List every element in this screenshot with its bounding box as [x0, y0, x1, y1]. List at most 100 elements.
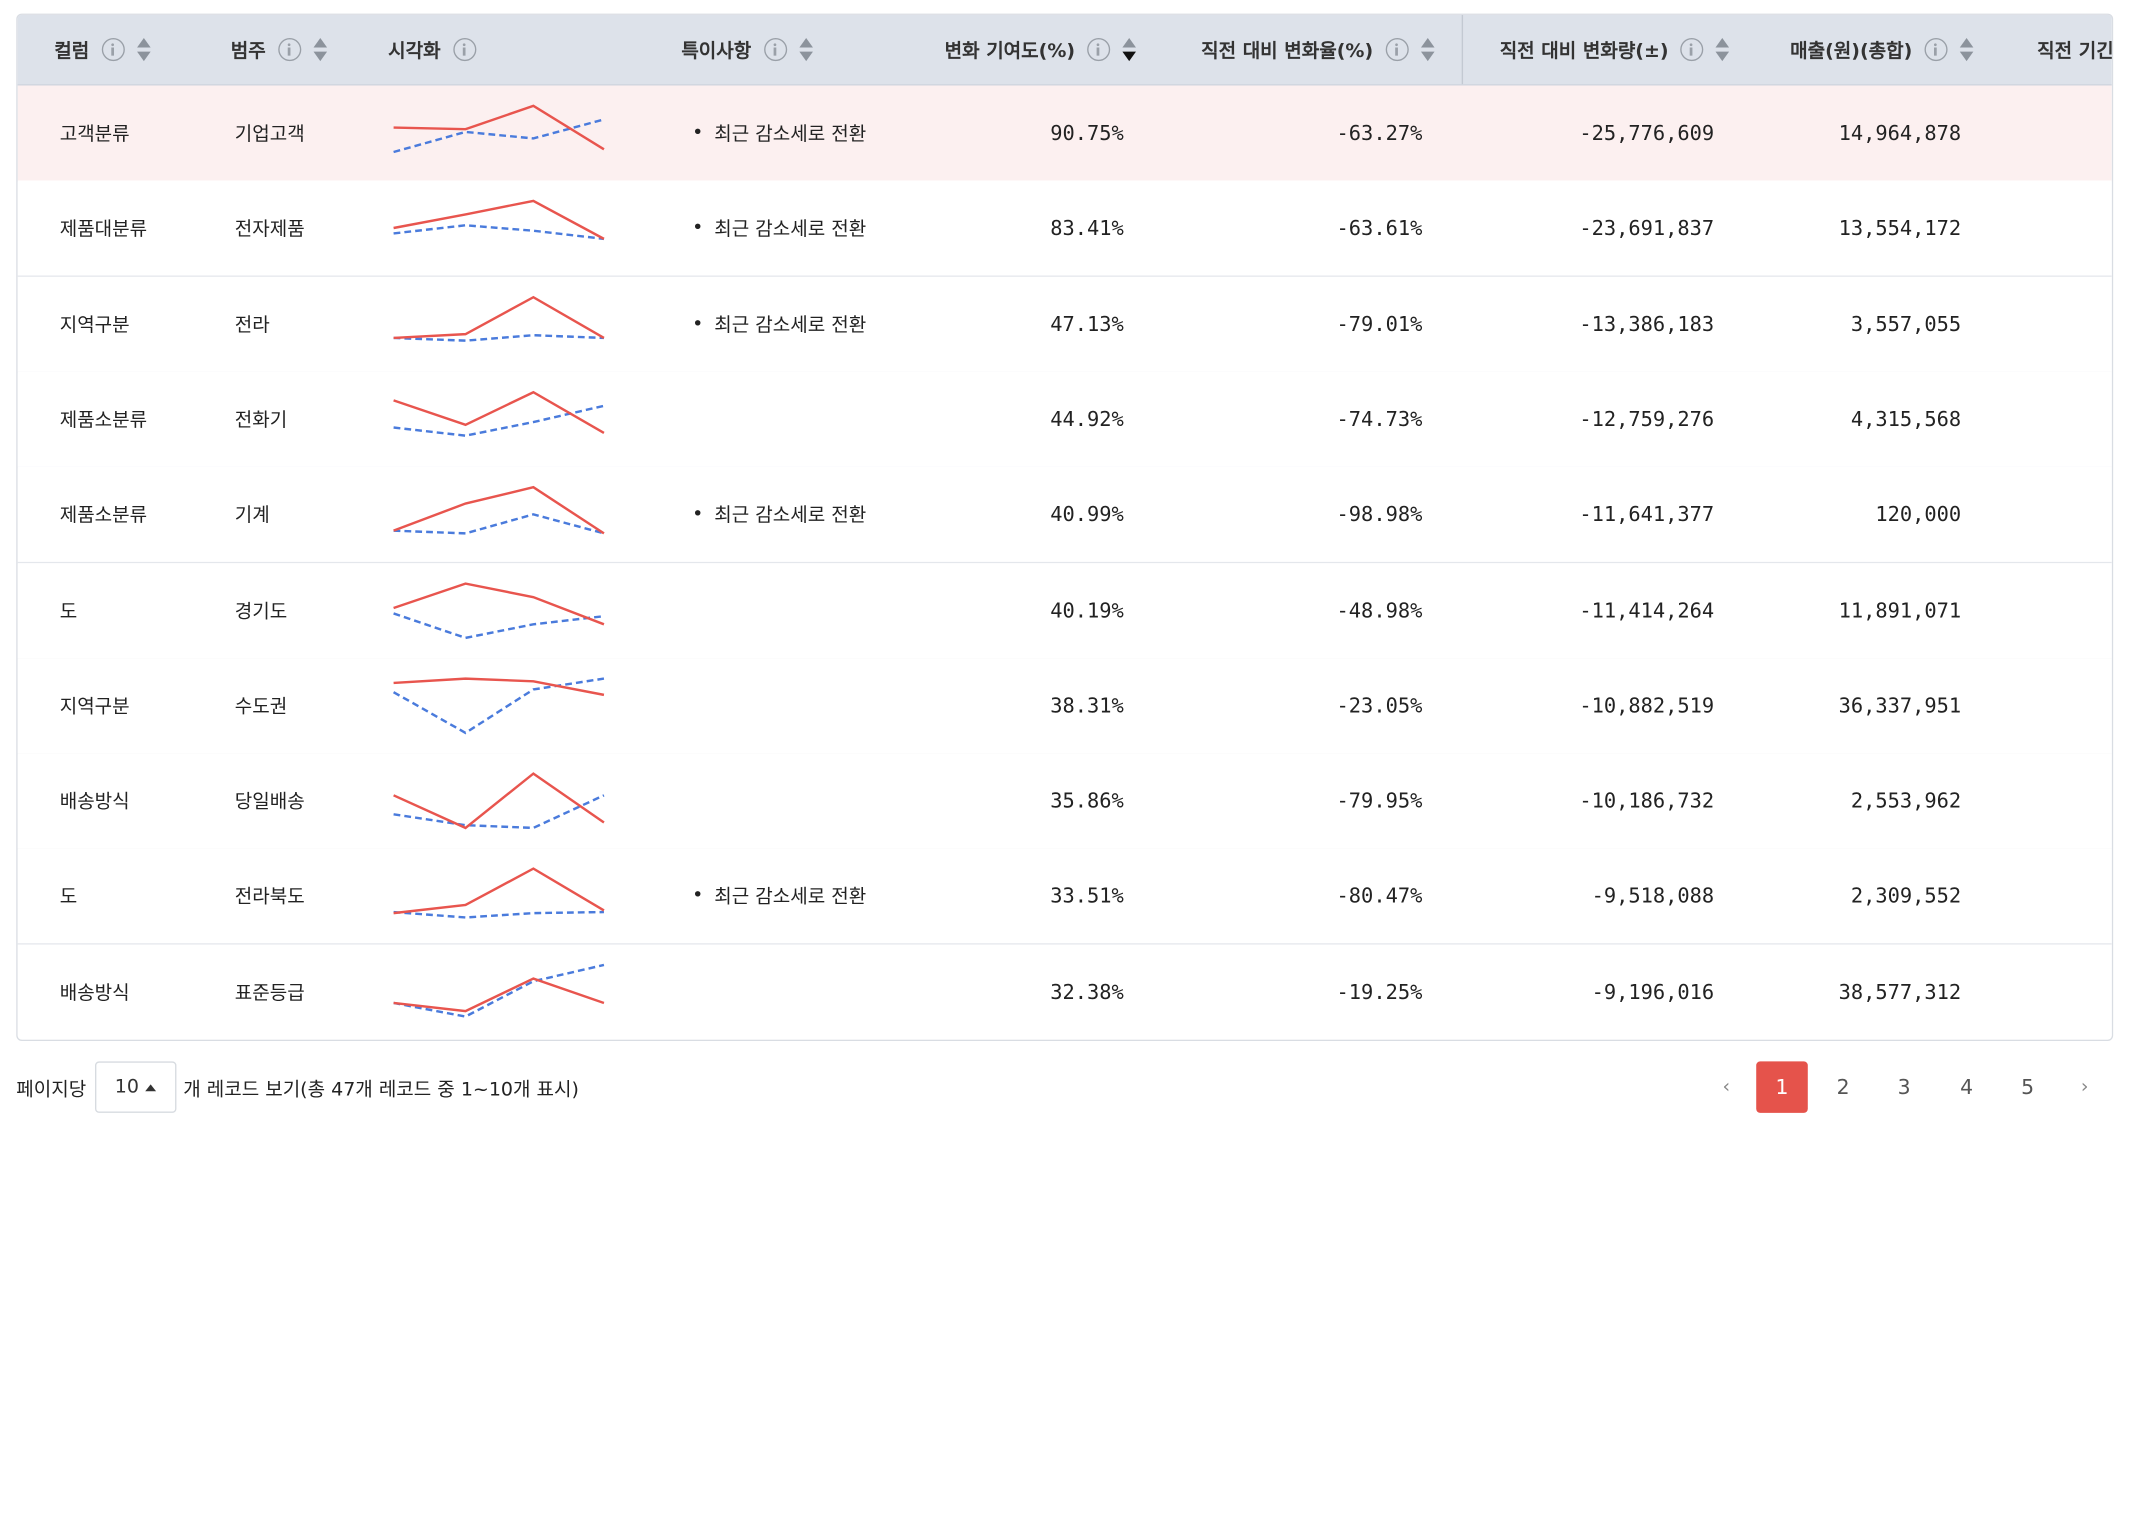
sales-cell: 14,964,878 [1838, 120, 1962, 146]
change-rate-cell: -63.61% [1336, 216, 1423, 241]
category-cell: 전라북도 [234, 886, 305, 909]
column-header-change-rate[interactable]: 직전 대비 변화율(%) [1201, 15, 1435, 84]
table-row[interactable]: 도 전라북도 • 최근 감소세로 전환 33.51% -80.47% -9,518,088 2… [17, 848, 2112, 946]
table-row[interactable]: 도 경기도 40.19% -48.98% -11,414,264 11,891,071 [17, 562, 2112, 659]
records-info: 개 레코드 보기(총 47개 레코드 중 1~10개 표시) [183, 1078, 579, 1101]
table-row[interactable]: 제품소분류 기계 • 최근 감소세로 전환 40.99% -98.98% -11,641,3… [17, 467, 2112, 564]
table-row[interactable]: 지역구분 전라 • 최근 감소세로 전환 47.13% -79.01% -13,386,18… [17, 276, 2112, 373]
change-amount-cell: -10,882,519 [1579, 693, 1715, 718]
column-header-visualization[interactable]: 시각화 [388, 15, 476, 84]
column-cell: 도 [59, 886, 78, 909]
sparkline-current-series [393, 104, 605, 151]
contribution-cell: 35.86% [1050, 788, 1124, 814]
change-rate-cell: -79.95% [1336, 788, 1423, 814]
per-page-select[interactable]: 10 [95, 1061, 177, 1113]
change-amount-cell: -9,518,088 [1591, 884, 1715, 909]
sales-cell: 120,000 [1875, 502, 1962, 527]
sparkline-chart [393, 104, 605, 154]
sparkline-previous-series [393, 333, 605, 342]
note-text: 최근 감소세로 전환 [714, 886, 867, 909]
column-header-label: 변화 기여도(%) [944, 40, 1076, 62]
column-header-label: 매출(원)(총합) [1790, 40, 1913, 62]
page-button-4[interactable]: 4 [1960, 1074, 1974, 1100]
info-icon[interactable] [101, 38, 125, 62]
change-rate-cell: -19.25% [1336, 979, 1423, 1004]
table-row[interactable]: 제품소분류 전화기 44.92% -74.73% -12,759,276 4,315,56… [17, 371, 2112, 469]
info-icon[interactable] [1385, 38, 1409, 62]
change-rate-cell: -63.27% [1336, 120, 1423, 146]
sparkline-current-series [393, 199, 605, 241]
column-cell: 제품소분류 [59, 409, 148, 432]
column-header-previous-period[interactable]: 직전 기긴 [2037, 15, 2112, 84]
category-cell: 기업고객 [234, 123, 305, 146]
table-row[interactable]: 배송방식 당일배송 35.86% -79.95% -10,186,732 2,553,96… [17, 753, 2112, 850]
sort-icon[interactable] [1959, 36, 1974, 63]
category-cell: 수도권 [234, 695, 288, 718]
change-rate-cell: -98.98% [1336, 502, 1423, 527]
contribution-cell: 33.51% [1050, 884, 1124, 909]
contribution-cell: 40.99% [1050, 502, 1124, 527]
contribution-cell: 32.38% [1050, 979, 1124, 1004]
category-cell: 전자제품 [234, 218, 305, 241]
sparkline-previous-series [393, 963, 605, 1018]
sort-icon[interactable] [1716, 36, 1730, 63]
caret-up-icon [145, 1083, 157, 1091]
sales-cell: 2,553,962 [1850, 788, 1962, 814]
note-text: 최근 감소세로 전환 [714, 123, 867, 146]
contribution-cell: 44.92% [1050, 407, 1124, 432]
column-cell: 지역구분 [59, 314, 130, 337]
info-icon[interactable] [277, 38, 301, 62]
info-icon[interactable] [1087, 38, 1111, 62]
table-row[interactable]: 고객분류 기업고객 • 최근 감소세로 전환 90.75% -63.27% -25,776,… [17, 85, 2112, 182]
sparkline-previous-series [393, 611, 605, 639]
column-header-sales[interactable]: 매출(원)(총합) [1790, 15, 1974, 84]
page-button-1[interactable]: 1 [1756, 1061, 1808, 1113]
column-header-contribution[interactable]: 변화 기여도(%) [945, 15, 1137, 84]
table-row[interactable]: 지역구분 수도권 38.31% -23.05% -10,882,519 36,337,95… [17, 657, 2112, 755]
sales-cell: 38,577,312 [1838, 979, 1962, 1004]
column-header-category[interactable]: 범주 [231, 15, 327, 84]
column-header-change-amount[interactable]: 직전 대비 변화량(±) [1500, 15, 1730, 84]
sort-icon[interactable] [1420, 36, 1435, 63]
info-icon[interactable] [763, 38, 787, 62]
info-icon[interactable] [1924, 38, 1948, 62]
note-cell: • 최근 감소세로 전환 [692, 467, 866, 562]
category-cell: 기계 [234, 505, 270, 527]
change-amount-cell: -10,186,732 [1579, 788, 1715, 814]
contribution-cell: 90.75% [1050, 120, 1124, 146]
note-cell: • 최근 감소세로 전환 [692, 181, 866, 276]
column-header-label: 시각화 [388, 40, 441, 62]
prev-page-button[interactable]: ‹ [1722, 1076, 1731, 1098]
change-rate-cell: -48.98% [1336, 597, 1423, 623]
info-icon[interactable] [1680, 38, 1704, 62]
per-page-value: 10 [114, 1076, 139, 1098]
sparkline-current-series [393, 295, 605, 339]
page-button-2[interactable]: 2 [1836, 1074, 1850, 1100]
table-row[interactable]: 배송방식 표준등급 32.38% -19.25% -9,196,016 38,577,31… [17, 944, 2112, 1040]
sparkline-current-series [393, 486, 605, 535]
column-header-column[interactable]: 컬럼 [54, 15, 151, 84]
sparkline-previous-series [393, 224, 605, 241]
sparkline-chart [393, 581, 605, 639]
change-rate-cell: -80.47% [1336, 884, 1423, 909]
next-page-button[interactable]: › [2080, 1076, 2089, 1098]
sort-icon[interactable] [136, 36, 151, 63]
category-cell: 전화기 [234, 409, 288, 432]
page-button-3[interactable]: 3 [1897, 1074, 1911, 1100]
sparkline-chart [393, 295, 605, 342]
sort-desc-icon[interactable] [1122, 36, 1137, 63]
column-header-notes[interactable]: 특이사항 [681, 15, 813, 84]
column-cell: 배송방식 [59, 982, 130, 1004]
sort-icon[interactable] [313, 36, 327, 63]
sparkline-current-series [393, 390, 605, 434]
bullet-icon: • [692, 503, 704, 526]
category-cell: 전라 [234, 314, 270, 337]
column-cell: 배송방식 [59, 791, 130, 814]
sparkline-chart [393, 867, 605, 920]
per-page-label: 페이지당 [16, 1078, 87, 1101]
page-button-5[interactable]: 5 [2021, 1074, 2035, 1100]
sort-icon[interactable] [798, 36, 813, 63]
info-icon[interactable] [452, 38, 476, 62]
table-row[interactable]: 제품대분류 전자제품 • 최근 감소세로 전환 83.41% -63.61% -23,691… [17, 180, 2112, 278]
